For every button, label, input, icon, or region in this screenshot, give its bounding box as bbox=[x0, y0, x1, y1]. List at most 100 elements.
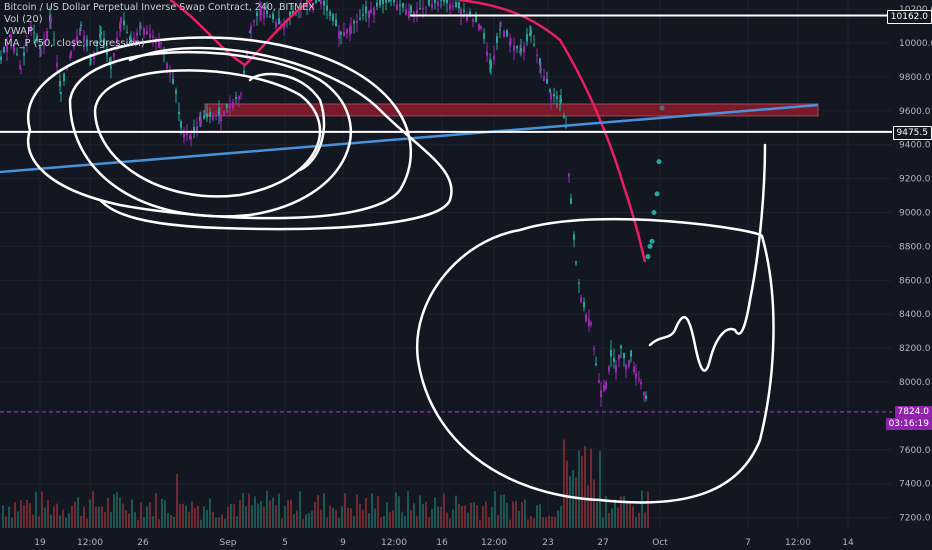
volume-bar bbox=[338, 518, 340, 528]
candle-body bbox=[520, 48, 522, 52]
volume-bar bbox=[329, 505, 331, 528]
candle-body bbox=[529, 32, 531, 37]
resistance-zone[interactable] bbox=[204, 103, 819, 117]
volume-bar bbox=[473, 502, 475, 528]
volume-bar bbox=[257, 503, 259, 528]
candle-body bbox=[615, 365, 617, 373]
volume-bar bbox=[107, 497, 109, 528]
candle-body bbox=[256, 12, 258, 16]
candle-body bbox=[99, 33, 101, 38]
candle-body bbox=[223, 111, 225, 117]
symbol-title[interactable]: Bitcoin / US Dollar Perpetual Inverse Sw… bbox=[4, 2, 315, 13]
candle-body bbox=[136, 32, 138, 36]
volume-bar bbox=[644, 512, 646, 528]
volume-bar bbox=[194, 507, 196, 528]
candle-body bbox=[60, 92, 62, 94]
volume-bar bbox=[86, 518, 88, 528]
volume-bar bbox=[362, 509, 364, 528]
freehand-stroke bbox=[415, 217, 775, 504]
volume-bar bbox=[356, 494, 358, 528]
candle-body bbox=[628, 359, 630, 367]
volume-bar bbox=[302, 518, 304, 528]
volume-bar bbox=[251, 505, 253, 528]
candle-body bbox=[580, 297, 582, 302]
vwap-indicator-label[interactable]: VWAP bbox=[4, 26, 34, 37]
volume-bar bbox=[593, 479, 595, 528]
candle-body bbox=[526, 34, 528, 42]
candle-body bbox=[359, 17, 361, 19]
candle-body bbox=[6, 44, 8, 53]
candle-body bbox=[226, 103, 228, 109]
candle-body bbox=[595, 363, 597, 366]
candle-body bbox=[598, 380, 600, 383]
volume-bar bbox=[611, 508, 613, 528]
candle-body bbox=[543, 76, 545, 82]
volume-bar bbox=[500, 494, 502, 528]
horizontal-lines[interactable] bbox=[0, 14, 892, 413]
ma-path bbox=[169, 0, 647, 263]
freehand-drawings[interactable] bbox=[26, 36, 775, 504]
candle-body bbox=[346, 29, 348, 34]
candle-body bbox=[315, 0, 317, 3]
projection-dot bbox=[645, 254, 651, 260]
volume-bar bbox=[41, 491, 43, 528]
candle-body bbox=[133, 37, 135, 43]
volume-bar bbox=[146, 506, 148, 528]
volume-bar bbox=[125, 510, 127, 528]
volume-bar bbox=[530, 516, 532, 528]
candle-body bbox=[123, 20, 125, 26]
volume-bar bbox=[605, 496, 607, 528]
volume-bar bbox=[80, 515, 82, 528]
candle-body bbox=[143, 28, 145, 35]
candle-body bbox=[80, 24, 82, 27]
time-axis-label: 27 bbox=[597, 538, 608, 548]
candle-body bbox=[399, 4, 401, 6]
candle-body bbox=[186, 132, 188, 136]
candle-body bbox=[326, 5, 328, 11]
volume-bar bbox=[101, 506, 103, 528]
candle-body bbox=[480, 26, 482, 29]
candle-body bbox=[620, 345, 622, 349]
candle-body bbox=[475, 14, 477, 22]
volume-bar bbox=[497, 514, 499, 528]
volume-bar bbox=[539, 504, 541, 528]
projection-dot bbox=[649, 238, 655, 244]
candle-body bbox=[146, 31, 148, 35]
candle-body bbox=[320, 0, 322, 5]
candle-body bbox=[323, 0, 325, 6]
volume-bar bbox=[359, 503, 361, 528]
volume-bar bbox=[143, 517, 145, 528]
price-axis-label: 7600.0 bbox=[899, 446, 931, 456]
candle-body bbox=[70, 51, 72, 57]
chart-grid bbox=[0, 0, 892, 528]
volume-indicator-label[interactable]: Vol (20) bbox=[4, 14, 43, 25]
volume-bar bbox=[395, 492, 397, 528]
volume-bar bbox=[389, 511, 391, 528]
ma-indicator-label[interactable]: MA_P (50, close, regression) bbox=[4, 38, 145, 49]
time-axis[interactable]: 19 12:00 26 Sep 5 9 12:00 16 12:00 23 27 Oct 7 12:00 1… bbox=[0, 530, 932, 550]
volume-bar bbox=[266, 490, 268, 528]
candle-body bbox=[575, 261, 577, 264]
candle-body bbox=[603, 385, 605, 391]
candle-body bbox=[440, 0, 442, 1]
candle-body bbox=[69, 55, 71, 58]
volume-bar bbox=[155, 493, 157, 528]
volume-bar bbox=[524, 499, 526, 528]
candle-body bbox=[519, 50, 521, 53]
candle-body bbox=[200, 119, 202, 125]
candle-body bbox=[275, 21, 277, 27]
volume-bar bbox=[293, 513, 295, 528]
time-axis-label: 12:00 bbox=[77, 538, 103, 548]
candle-body bbox=[410, 5, 412, 13]
volume-bar bbox=[221, 514, 223, 528]
volume-bar bbox=[248, 493, 250, 528]
volume-bar bbox=[641, 490, 643, 528]
resistance-price-tag: 10162.0 bbox=[886, 9, 932, 24]
volume-bar bbox=[206, 509, 208, 528]
candle-body bbox=[59, 81, 61, 87]
volume-bar bbox=[464, 505, 466, 528]
candle-body bbox=[238, 95, 240, 100]
volume-bar bbox=[632, 506, 634, 528]
price-axis[interactable]: 10200.010000.09800.09600.09400.09200.090… bbox=[892, 0, 932, 550]
